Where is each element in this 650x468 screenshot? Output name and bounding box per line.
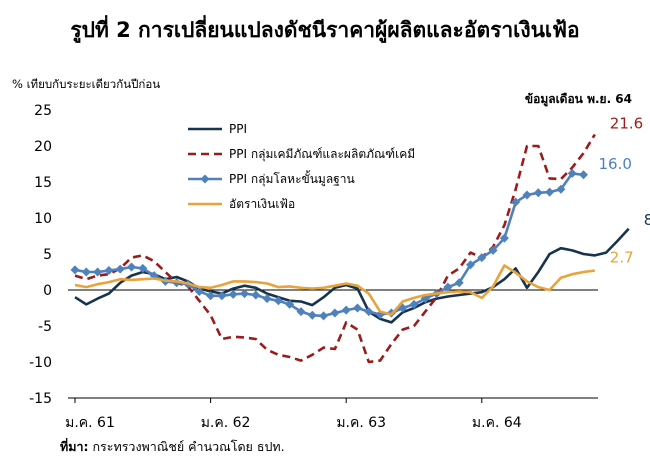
x-tick-label: ม.ค. 63 [336,415,386,431]
series-marker [262,294,272,304]
source-label: ที่มา: [60,439,89,454]
series-marker [319,311,329,321]
x-tick-label: ม.ค. 62 [201,415,251,431]
y-axis-unit-label: % เทียบกับระยะเดียวกันปีก่อน [12,77,161,91]
series-marker [488,245,498,255]
series-marker [533,188,543,198]
series-marker [194,286,204,296]
x-tick-label: ม.ค. 64 [472,415,522,431]
y-tick-label: 10 [34,211,52,227]
series-end-label: 8.5 [644,211,650,229]
y-tick-label: -15 [29,391,52,407]
y-tick-label: 25 [34,103,52,119]
series-marker [296,307,306,317]
legend-label: PPI กลุ่มเคมีภัณฑ์และผลิตภัณฑ์เคมี [229,147,415,162]
x-tick-label: ม.ค. 61 [65,415,115,431]
series-marker [341,305,351,315]
series-marker [127,262,136,272]
series-marker [353,303,362,313]
legend-marker [200,174,210,184]
series-marker [307,310,317,320]
series-marker [206,291,216,301]
series-marker [138,263,148,273]
y-tick-label: 5 [43,247,52,263]
series-marker [330,308,340,318]
series-line-3 [74,264,595,316]
series-marker [228,289,238,299]
y-tick-label: 15 [34,175,52,191]
series-marker [499,233,509,243]
chart-title: รูปที่ 2 การเปลี่ยนแปลงดัชนีราคาผู้ผลิตแ… [70,18,580,42]
series-end-label: 16.0 [599,155,632,173]
series-marker [477,253,487,263]
y-tick-label: -5 [38,319,52,335]
y-tick-label: -10 [29,355,52,371]
series-marker [511,197,521,207]
series-marker [443,282,453,292]
series-marker [579,170,588,180]
legend-label: PPI กลุ่มโลหะขั้นมูลฐาน [229,170,355,187]
y-tick-label: 0 [43,283,52,299]
series-marker [556,184,566,194]
source-text: กระทรวงพาณิชย์ คำนวณโดย ธปท. [88,439,285,454]
series-marker [240,289,249,299]
series-marker [567,168,577,178]
series-line-1 [74,133,596,364]
series-marker [70,265,80,275]
series-end-label: 21.6 [610,114,643,132]
series-line-2 [74,172,584,318]
series-marker [104,266,114,276]
series-marker [251,290,261,300]
data-period-note: ข้อมูลเดือน พ.ย. 64 [524,92,632,106]
series-marker [217,291,227,301]
series-marker [93,267,103,277]
series-end-label: 2.7 [610,249,634,267]
series-marker [285,299,295,309]
series-marker [454,278,464,288]
series-marker [115,264,125,274]
series-marker [81,267,91,277]
series-marker [545,187,555,197]
series-marker [409,299,419,309]
y-tick-label: 20 [34,139,52,155]
series-marker [466,260,475,270]
legend-label: PPI [229,122,247,136]
series-marker [364,307,374,317]
series-marker [273,296,283,306]
source-note: ที่มา: กระทรวงพาณิชย์ คำนวณโดย ธปท. [60,437,285,457]
series-marker [522,190,532,200]
legend-label: อัตราเงินเฟ้อ [229,197,295,211]
